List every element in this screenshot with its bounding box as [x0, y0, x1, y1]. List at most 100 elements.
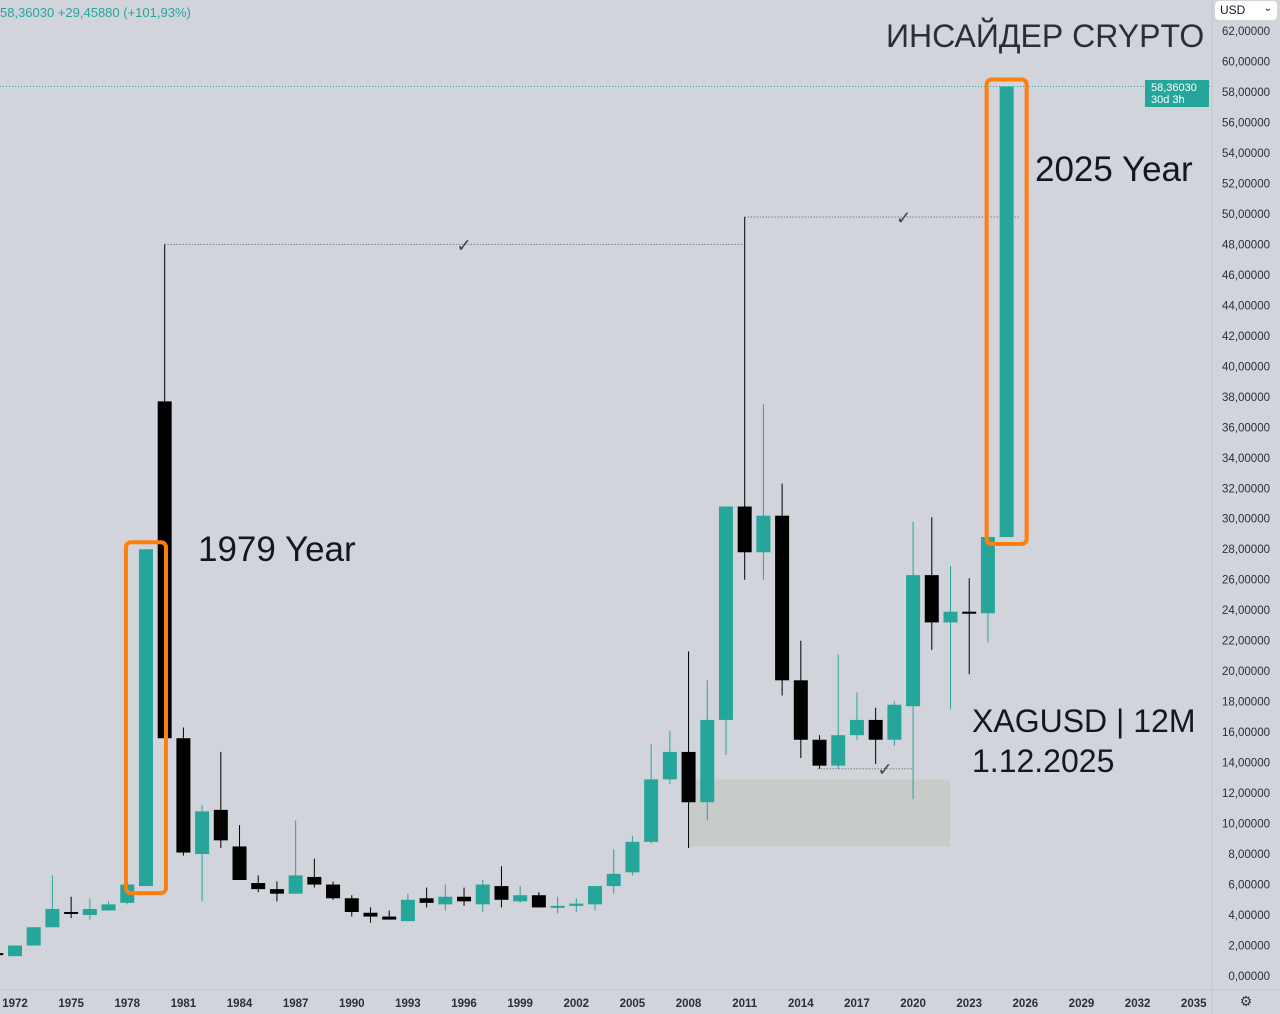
settings-icon[interactable]: ⚙	[1239, 993, 1253, 1009]
candle-body	[662, 751, 677, 780]
candle-body	[26, 927, 41, 946]
candle-1986	[269, 881, 284, 902]
time-tick-label: 2029	[1069, 998, 1095, 1010]
price-tick-label: 0,00000	[1228, 971, 1270, 983]
candle-body	[849, 719, 864, 736]
price-tick-label: 42,00000	[1222, 331, 1270, 343]
price-tick-label: 6,00000	[1228, 880, 1270, 892]
price-change-legend: 58,36030 +29,45880 (+101,93%)	[0, 5, 191, 20]
candle-2014	[793, 640, 808, 759]
symbol-label: XAGUSD | 12M	[972, 703, 1196, 739]
bar-countdown: 30d 3h	[1151, 94, 1185, 106]
candle-1982	[195, 805, 210, 902]
candle-1990	[344, 895, 359, 917]
candle-body	[681, 751, 696, 803]
candle-body	[400, 899, 415, 922]
candle-body	[269, 889, 284, 894]
candle-body	[644, 779, 659, 842]
candle-2008	[681, 651, 696, 848]
candle-body	[625, 841, 640, 873]
price-tick-label: 18,00000	[1222, 697, 1270, 709]
time-tick-label: 2032	[1125, 998, 1151, 1010]
candle-1991	[363, 907, 378, 923]
candle-2009	[700, 680, 715, 821]
time-tick-label: 2035	[1181, 998, 1207, 1010]
price-tick-label: 16,00000	[1222, 727, 1270, 739]
price-tick-label: 48,00000	[1222, 239, 1270, 251]
candle-2002	[569, 898, 584, 912]
candle-2004	[606, 849, 621, 894]
currency-label: USD	[1220, 3, 1246, 17]
candle-body	[288, 875, 303, 894]
time-tick-label: 1987	[283, 998, 309, 1010]
price-tick-label: 36,00000	[1222, 422, 1270, 434]
candle-1987	[288, 820, 303, 894]
candle-body	[980, 537, 995, 614]
time-tick-label: 1993	[395, 998, 421, 1010]
price-tick-label: 26,00000	[1222, 575, 1270, 587]
time-tick-label: 1981	[171, 998, 197, 1010]
candle-body	[906, 575, 921, 707]
highlight-box	[123, 540, 168, 896]
candle-body	[887, 704, 902, 740]
candle-body	[213, 809, 228, 841]
candle-1973	[26, 927, 41, 946]
last-price-tag: 58,36030 30d 3h	[1145, 80, 1209, 107]
candle-1985	[251, 875, 266, 893]
candle-2015	[812, 735, 827, 769]
candle-body	[569, 903, 584, 906]
candle-body	[307, 876, 322, 885]
candle-1971	[0, 953, 4, 956]
date-label: 1.12.2025	[972, 743, 1115, 779]
price-tick-label: 20,00000	[1222, 666, 1270, 678]
candle-body	[494, 886, 509, 900]
time-tick-label: 1975	[58, 998, 84, 1010]
price-tick-label: 32,00000	[1222, 483, 1270, 495]
highlight-box	[984, 77, 1029, 547]
candle-1972	[8, 945, 22, 957]
candle-1995	[438, 884, 453, 911]
candle-body	[64, 911, 79, 914]
candle-2019	[887, 701, 902, 746]
candle-body	[831, 735, 846, 766]
candle-body	[868, 719, 883, 740]
brand-watermark: ИНСАЙДЕР CRYPTO	[886, 18, 1205, 54]
price-tick-label: 24,00000	[1222, 605, 1270, 617]
candle-body	[45, 908, 60, 928]
candle-1979	[138, 549, 153, 887]
candle-1997	[475, 879, 490, 912]
candle-2025	[999, 86, 1014, 538]
candle-body	[999, 86, 1014, 538]
candle-1983	[213, 751, 228, 848]
candle-body	[101, 904, 116, 911]
time-tick-label: 2005	[620, 998, 646, 1010]
candle-body	[232, 846, 247, 880]
candle-body	[775, 515, 790, 681]
time-tick-label: 1972	[2, 998, 28, 1010]
time-tick-label: 1996	[451, 998, 477, 1010]
candle-1989	[326, 881, 341, 900]
candle-body	[606, 873, 621, 887]
candle-1992	[382, 910, 397, 920]
currency-select[interactable]: USD ⌄	[1215, 1, 1277, 20]
price-tick-label: 54,00000	[1222, 148, 1270, 160]
price-tick-label: 34,00000	[1222, 453, 1270, 465]
candle-2007	[662, 730, 677, 784]
candle-2017	[849, 692, 864, 740]
price-tick-label: 46,00000	[1222, 270, 1270, 282]
candle-2005	[625, 835, 640, 876]
candle-1993	[400, 893, 415, 922]
candle-2020	[906, 521, 921, 800]
candle-2006	[644, 744, 659, 844]
candle-1998	[494, 866, 509, 908]
price-tick-label: 14,00000	[1222, 758, 1270, 770]
check-icon: ✓	[456, 235, 471, 255]
candle-1974	[45, 875, 60, 928]
candle-body	[344, 898, 359, 912]
candle-body	[419, 898, 434, 903]
candle-2021	[924, 517, 939, 650]
candle-1975	[64, 896, 79, 919]
candle-body	[793, 680, 808, 740]
candle-2003	[588, 886, 603, 911]
